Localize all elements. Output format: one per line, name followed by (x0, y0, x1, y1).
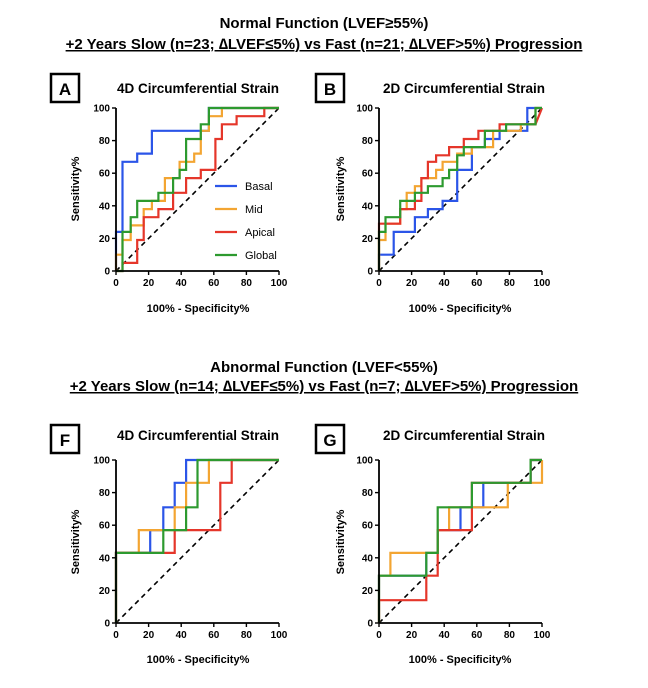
y-axis-label: Sensitivity% (335, 156, 347, 221)
y-tick-label: 40 (362, 201, 374, 212)
section-1-subtitle: +2 Years Slow (n=23; ∆LVEF≤5%) vs Fast (… (66, 36, 583, 53)
series-line-apical (377, 458, 542, 623)
x-tick-label: 40 (176, 278, 188, 289)
y-tick-label: 40 (99, 201, 111, 212)
panel-title: 4D Circumferential Strain (117, 428, 279, 443)
y-tick-label: 0 (104, 619, 110, 630)
x-tick-label: 100 (271, 630, 288, 641)
section-2-subtitle: +2 Years Slow (n=14; ∆LVEF≤5%) vs Fast (… (70, 378, 578, 395)
x-tick-label: 40 (439, 278, 451, 289)
x-tick-label: 80 (504, 278, 516, 289)
panel-f: F 4D Circumferential Strain Sensitivity%… (49, 423, 288, 666)
legend-label-mid: Mid (245, 204, 263, 216)
panel-letter: F (60, 431, 70, 450)
legend-label-apical: Apical (245, 227, 275, 239)
x-tick-label: 60 (471, 630, 483, 641)
y-tick-label: 80 (99, 136, 111, 147)
series-line-apical (377, 107, 544, 271)
y-tick-label: 80 (362, 136, 374, 147)
series-line-global (377, 458, 542, 623)
panel-letter-box (314, 72, 346, 104)
panel-letter-box (314, 423, 346, 455)
y-tick-label: 100 (93, 104, 110, 115)
x-axis-label: 100% - Specificity% (147, 303, 250, 315)
panel-title: 2D Circumferential Strain (383, 81, 545, 96)
panel-letter: B (324, 80, 336, 99)
y-tick-label: 100 (356, 456, 373, 467)
x-tick-label: 0 (376, 630, 382, 641)
series-line-global (377, 106, 542, 271)
x-tick-label: 80 (241, 278, 253, 289)
series-line-mid (377, 460, 544, 623)
y-tick-label: 60 (99, 169, 111, 180)
x-tick-label: 20 (406, 630, 418, 641)
series-line-global (116, 106, 279, 273)
panel-letter: G (323, 431, 336, 450)
y-tick-label: 20 (99, 586, 111, 597)
y-tick-label: 20 (362, 234, 374, 245)
panel-g: G 2D Circumferential Strain Sensitivity%… (314, 423, 551, 666)
panel-a: A 4D Circumferential Strain Sensitivity%… (49, 72, 288, 315)
y-axis-label: Sensitivity% (70, 156, 82, 221)
x-tick-label: 80 (504, 630, 516, 641)
panel-letter-box (49, 423, 81, 455)
x-tick-label: 40 (176, 630, 188, 641)
y-tick-label: 20 (362, 586, 374, 597)
y-tick-label: 0 (104, 267, 110, 278)
panel-title: 2D Circumferential Strain (383, 428, 545, 443)
x-tick-label: 100 (271, 278, 288, 289)
x-tick-label: 20 (406, 278, 418, 289)
x-axis-label: 100% - Specificity% (409, 654, 512, 666)
x-tick-label: 0 (113, 278, 119, 289)
reference-diagonal (378, 107, 543, 272)
panel-letter: A (59, 80, 71, 99)
panel-letter-box (49, 72, 81, 104)
x-tick-label: 60 (208, 278, 220, 289)
x-tick-label: 100 (534, 630, 551, 641)
y-tick-label: 60 (362, 169, 374, 180)
reference-diagonal (115, 459, 280, 624)
y-tick-label: 60 (99, 521, 111, 532)
y-tick-label: 40 (99, 553, 111, 564)
x-tick-label: 100 (534, 278, 551, 289)
x-axis-label: 100% - Specificity% (409, 303, 512, 315)
series-line-basal (377, 458, 542, 623)
x-tick-label: 60 (208, 630, 220, 641)
panel-b: B 2D Circumferential Strain Sensitivity%… (314, 72, 551, 315)
y-tick-label: 60 (362, 521, 374, 532)
x-tick-label: 0 (376, 278, 382, 289)
legend-label-basal: Basal (245, 181, 273, 193)
y-tick-label: 0 (367, 619, 373, 630)
y-tick-label: 40 (362, 553, 374, 564)
x-axis-label: 100% - Specificity% (147, 654, 250, 666)
series-line-mid (377, 106, 542, 271)
x-tick-label: 40 (439, 630, 451, 641)
reference-diagonal (378, 459, 543, 624)
y-tick-label: 100 (356, 104, 373, 115)
panel-title: 4D Circumferential Strain (117, 81, 279, 96)
series-line-mid (114, 106, 279, 271)
x-tick-label: 0 (113, 630, 119, 641)
x-tick-label: 20 (143, 630, 155, 641)
y-tick-label: 100 (93, 456, 110, 467)
y-tick-label: 20 (99, 234, 111, 245)
y-axis-label: Sensitivity% (70, 509, 82, 574)
y-tick-label: 80 (362, 488, 374, 499)
series-line-apical (116, 106, 279, 273)
y-tick-label: 0 (367, 267, 373, 278)
y-axis-label: Sensitivity% (335, 509, 347, 574)
x-tick-label: 80 (241, 630, 253, 641)
section-2-title: Abnormal Function (LVEF<55%) (210, 359, 438, 376)
series-line-global (114, 458, 279, 623)
y-tick-label: 80 (99, 488, 111, 499)
x-tick-label: 20 (143, 278, 155, 289)
x-tick-label: 60 (471, 278, 483, 289)
legend-label-global: Global (245, 250, 277, 262)
reference-diagonal (115, 107, 280, 272)
section-1-title: Normal Function (LVEF≥55%) (220, 15, 429, 32)
series-line-basal (377, 106, 542, 271)
